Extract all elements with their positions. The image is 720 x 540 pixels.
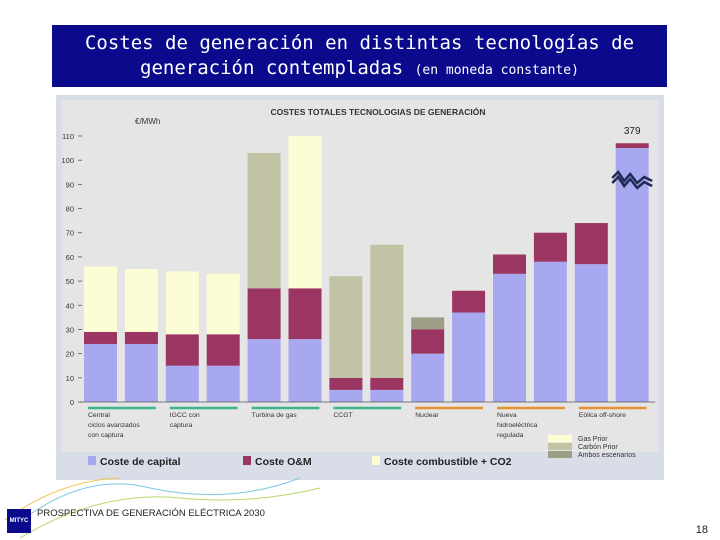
x-category-label: Nuclear (415, 412, 439, 419)
bar-segment (288, 339, 322, 402)
legend-label: Ambos escenarios (578, 452, 636, 459)
bar-segment (370, 244, 404, 378)
y-tick-label: 40 (66, 301, 74, 310)
legend-label: Coste de capital (100, 456, 181, 468)
x-category-label: regulada (497, 432, 524, 439)
y-tick-label: 0 (70, 398, 74, 407)
bar-segment (329, 377, 363, 390)
bar-segment (288, 288, 322, 340)
x-category-label: con captura (88, 432, 124, 439)
legend-label: Gas Prior (578, 436, 608, 443)
chart-title: COSTES TOTALES TECNOLOGIAS DE GENERACIÓN (270, 106, 485, 117)
y-axis-label: €/MWh (135, 117, 160, 126)
decorative-swirl (9, 477, 301, 531)
bar-segment (533, 232, 567, 262)
bar-segment (533, 261, 567, 402)
bar-segment (206, 334, 240, 366)
legend-swatch (243, 456, 251, 465)
legend-label: Coste combustible + CO2 (384, 456, 512, 468)
bar-segment (165, 271, 199, 335)
bar-segment (206, 273, 240, 335)
x-category-label: Nueva (497, 412, 517, 419)
legend-label: Coste O&M (255, 456, 312, 468)
x-category-label: Central (88, 412, 110, 419)
x-category-label: Turbina de gas (252, 412, 298, 419)
bar-segment (165, 334, 199, 366)
bar-segment (493, 273, 526, 402)
bar-segment (615, 143, 649, 149)
x-category-label: ciclos avanzados (88, 422, 140, 429)
bar-segment (370, 389, 404, 402)
legend-label: Carbón Prior (578, 444, 618, 451)
axis-break-mark (611, 170, 653, 185)
y-tick-label: 10 (66, 374, 74, 383)
y-tick-label: 110 (62, 132, 74, 141)
footer-text: PROSPECTIVA DE GENERACIÓN ELÉCTRICA 2030 (37, 508, 265, 519)
bar-segment (84, 331, 117, 344)
y-tick-label: 80 (66, 205, 74, 214)
title-line-1: Costes de generación en distintas tecnol… (84, 32, 635, 54)
y-tick-label: 50 (66, 277, 74, 286)
legend-swatch (548, 443, 572, 450)
bar-segment (370, 377, 404, 390)
title-subtitle: (en moneda constante) (414, 63, 579, 78)
axis-break-mark (611, 175, 653, 190)
value-annotation: 379 (624, 126, 641, 137)
title-line-2: generación contempladas (en moneda const… (52, 56, 667, 83)
x-category-label: Eólica off-shore (579, 412, 626, 419)
bar-segment (124, 343, 158, 402)
page-number: 18 (695, 524, 708, 536)
y-tick-label: 20 (66, 350, 74, 359)
y-tick-label: 70 (66, 229, 74, 238)
bar-segment (165, 365, 199, 402)
bar-segment (84, 266, 117, 332)
bar-segment (206, 365, 240, 402)
bar-segment (247, 288, 281, 340)
bar-segment (247, 152, 281, 289)
bar-segment (574, 223, 608, 265)
decorative-swirl (19, 487, 321, 539)
bar-segment (288, 136, 322, 289)
legend-swatch (372, 456, 380, 465)
bar-segment (329, 276, 363, 378)
x-category-label: IGCC con (170, 412, 200, 419)
ministry-logo: MITYC (7, 509, 31, 533)
y-tick-label: 100 (61, 156, 74, 165)
bar-segment (411, 353, 445, 402)
legend-swatch (88, 456, 96, 465)
bar-segment (411, 329, 445, 354)
y-tick-label: 30 (66, 325, 74, 334)
x-category-label: CCGT (333, 412, 352, 419)
bar-segment (124, 269, 158, 332)
bar-segment (329, 389, 363, 402)
bar-segment (411, 317, 445, 330)
bar-segment (452, 312, 486, 402)
bar-segment (84, 343, 117, 402)
x-category-label: hidroeléctrica (497, 422, 538, 429)
title-main-part: generación contempladas (140, 57, 404, 79)
bar-segment (247, 339, 281, 402)
y-tick-label: 90 (66, 180, 74, 189)
y-tick-label: 60 (66, 253, 74, 262)
x-category-label: captura (170, 422, 193, 429)
bar-segment (124, 331, 158, 344)
bar-segment (493, 254, 526, 274)
bar-segment (574, 264, 608, 402)
legend-swatch (548, 435, 572, 442)
bar-segment (452, 290, 486, 313)
slide-title: Costes de generación en distintas tecnol… (52, 25, 667, 87)
bar-segment (615, 148, 649, 402)
legend-swatch (548, 451, 572, 458)
